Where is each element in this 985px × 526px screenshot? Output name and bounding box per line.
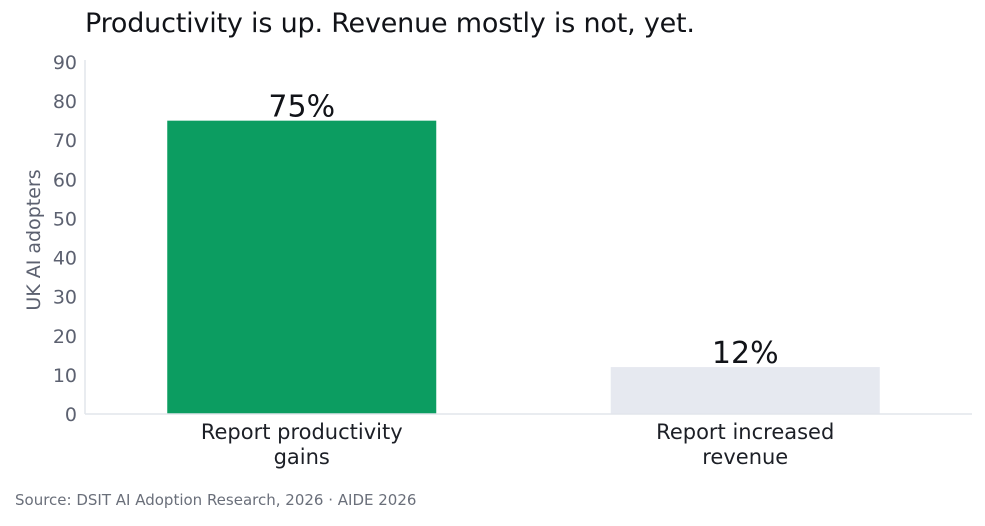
bars [167, 120, 880, 415]
y-tick-label: 50 [53, 208, 77, 230]
y-tick-label: 0 [65, 404, 77, 426]
y-tick-label: 60 [53, 169, 77, 191]
y-axis-title: UK AI adopters [23, 169, 45, 310]
y-tick-label: 40 [53, 248, 77, 270]
data-labels: 75% 12% [268, 90, 778, 371]
bar-2 [610, 367, 880, 414]
y-tick-label: 90 [53, 52, 77, 74]
y-tick-label: 70 [53, 130, 77, 152]
y-tick-label: 20 [53, 326, 77, 348]
data-label: 12% [712, 336, 779, 371]
y-tick-label: 30 [53, 287, 77, 309]
chart-title: Productivity is up. Revenue mostly is no… [85, 8, 695, 39]
bar-1 [167, 120, 437, 415]
y-axis-ticks: 0 10 20 30 40 50 60 70 80 90 [53, 52, 77, 426]
x-axis-ticks: Report productivity gains Report increased… [201, 420, 834, 469]
x-tick-label: Report productivity gains [201, 420, 403, 469]
y-tick-label: 10 [53, 365, 77, 387]
y-tick-label: 80 [53, 91, 77, 113]
source-note: Source: DSIT AI Adoption Research, 2026 … [15, 491, 417, 509]
data-label: 75% [268, 90, 335, 125]
x-tick-label: Report increased revenue [656, 420, 834, 469]
